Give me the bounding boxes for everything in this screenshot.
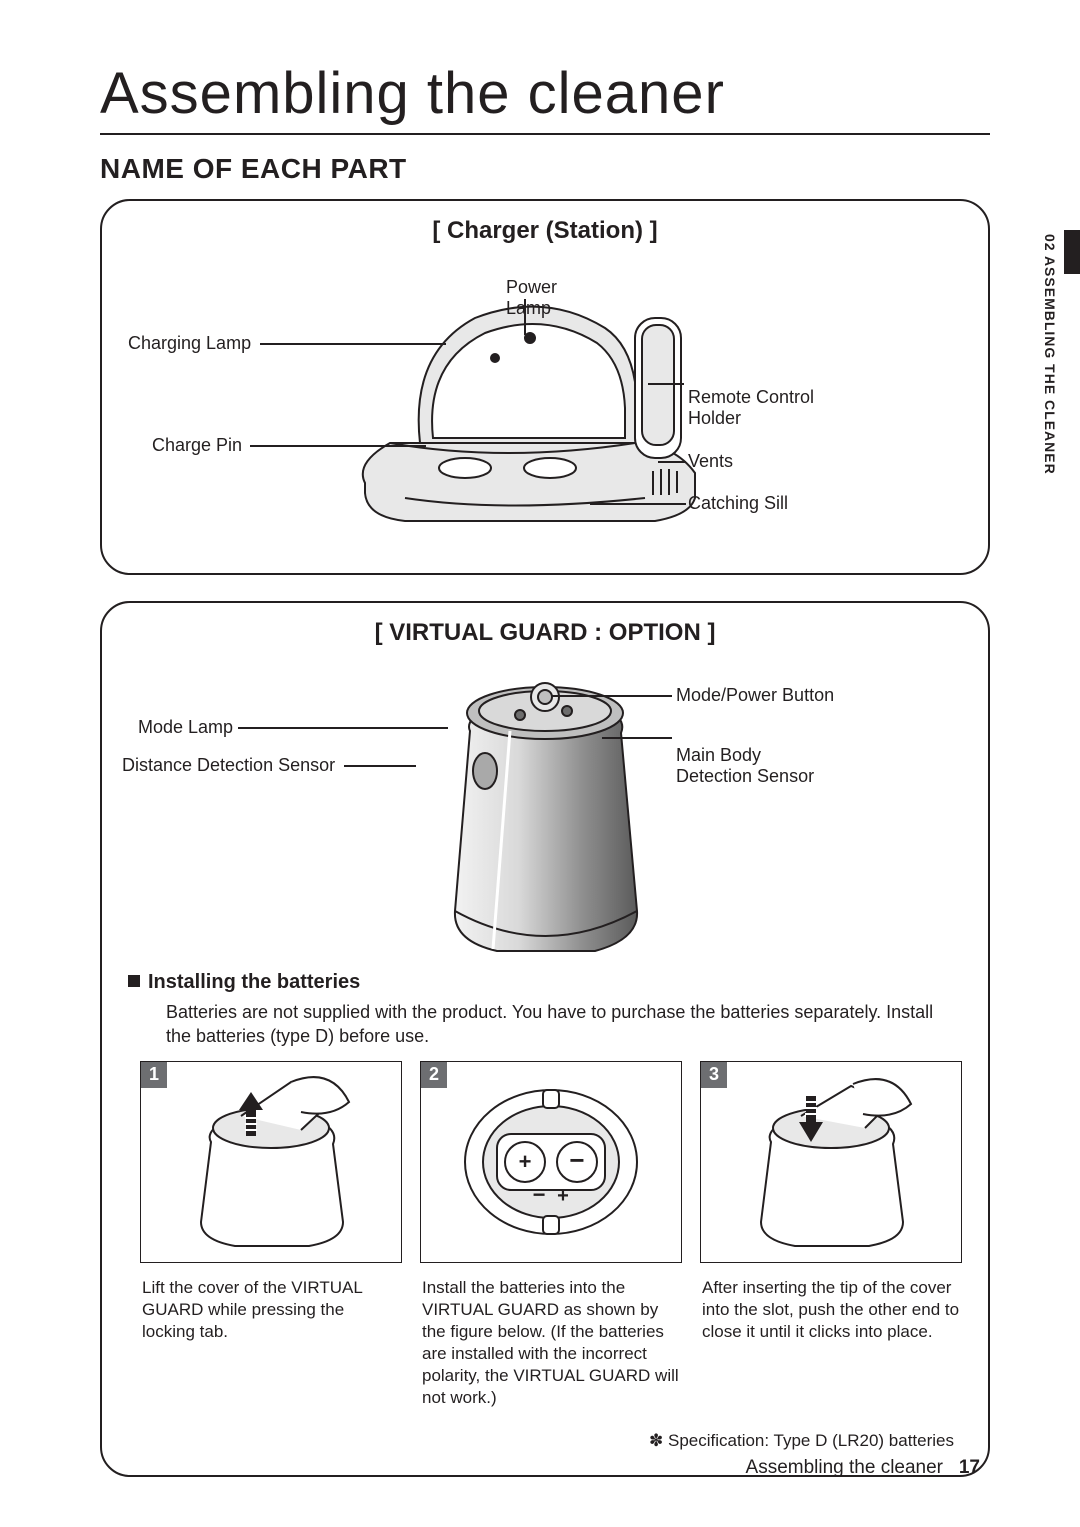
virtual-guard-illustration [415, 661, 675, 961]
section-heading: NAME OF EACH PART [100, 153, 990, 185]
installing-batteries-heading: Installing the batteries [128, 971, 962, 994]
leader-remote-holder [648, 383, 684, 385]
svg-text:+: + [519, 1149, 532, 1174]
step-3-illustration [701, 1062, 961, 1262]
step-2-caption: Install the batteries into the VIRTUAL G… [420, 1277, 682, 1410]
step-1: 1 [140, 1061, 402, 1263]
leader-mode-power-button [552, 695, 672, 697]
page-title: Assembling the cleaner [100, 60, 990, 135]
leader-charge-pin [250, 445, 426, 447]
side-tab-marker [1064, 230, 1080, 274]
charger-panel: [ Charger (Station) ] [100, 199, 990, 575]
battery-steps: 1 2 [140, 1061, 962, 1263]
label-mode-lamp: Mode Lamp [138, 717, 233, 739]
svg-text:−: − [569, 1145, 584, 1175]
step-1-illustration [141, 1062, 401, 1262]
label-distance-sensor: Distance Detection Sensor [122, 755, 335, 777]
leader-distance-sensor [344, 765, 416, 767]
charger-title: [ Charger (Station) ] [128, 217, 962, 245]
step-3: 3 [700, 1061, 962, 1263]
step-3-caption: After inserting the tip of the cover int… [700, 1277, 962, 1410]
step-number: 3 [701, 1062, 727, 1088]
virtual-guard-title: [ VIRTUAL GUARD : OPTION ] [128, 619, 962, 647]
step-number: 2 [421, 1062, 447, 1088]
leader-power-lamp [524, 299, 526, 335]
svg-text:+: + [557, 1185, 569, 1207]
leader-mode-lamp [238, 727, 448, 729]
footer-text: Assembling the cleaner _ [746, 1457, 959, 1478]
label-charging-lamp: Charging Lamp [128, 333, 251, 355]
step-2-illustration: + − − + [421, 1062, 681, 1262]
svg-text:−: − [533, 1182, 546, 1207]
label-vents: Vents [688, 451, 733, 473]
spec-note: Specification: Type D (LR20) batteries [128, 1431, 954, 1451]
leader-charging-lamp [260, 343, 446, 345]
step-number: 1 [141, 1062, 167, 1088]
virtual-guard-diagram: Mode Lamp Distance Detection Sensor Mode… [128, 657, 962, 967]
leader-catching-sill [590, 503, 686, 505]
label-mode-power-button: Mode/Power Button [676, 685, 834, 707]
label-power-lamp: Power Lamp [506, 255, 557, 320]
installing-batteries-text: Batteries are not supplied with the prod… [166, 1000, 962, 1049]
virtual-guard-panel: [ VIRTUAL GUARD : OPTION ] [100, 601, 990, 1477]
label-main-body-sensor: Main Body Detection Sensor [676, 723, 814, 788]
page-footer: Assembling the cleaner _17 [746, 1457, 980, 1479]
leader-main-body-sensor [602, 737, 672, 739]
label-charge-pin: Charge Pin [152, 435, 242, 457]
footer-page-number: 17 [959, 1457, 980, 1478]
side-tab-text: 02 ASSEMBLING THE CLEANER [1042, 234, 1058, 475]
step-2: 2 + − − + [420, 1061, 682, 1263]
section-side-tab: 02 ASSEMBLING THE CLEANER [1024, 230, 1080, 550]
battery-step-captions: Lift the cover of the VIRTUAL GUARD whil… [140, 1271, 962, 1410]
label-remote-holder: Remote Control Holder [688, 365, 814, 430]
charger-diagram: Charging Lamp Charge Pin Power Lamp Remo… [128, 255, 962, 555]
step-1-caption: Lift the cover of the VIRTUAL GUARD whil… [140, 1277, 402, 1410]
label-catching-sill: Catching Sill [688, 493, 788, 515]
leader-vents [658, 461, 686, 463]
